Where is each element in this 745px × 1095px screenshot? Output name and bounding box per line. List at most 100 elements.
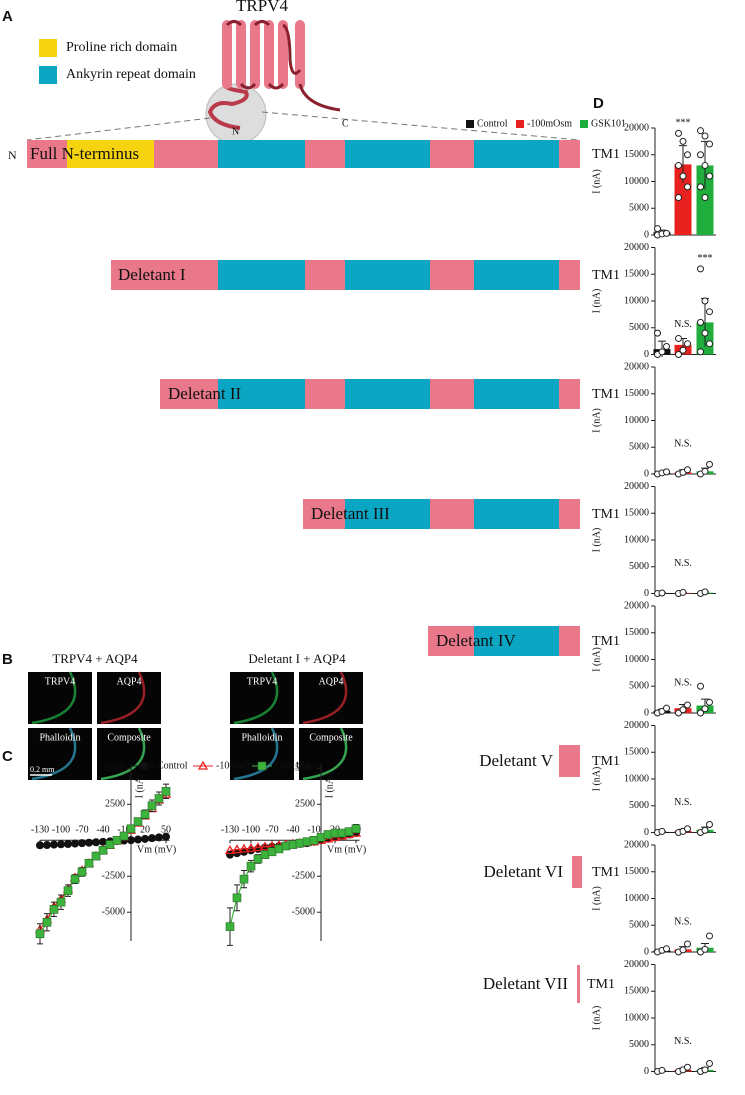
significance: N.S.	[674, 438, 692, 449]
legend-label: -100mOsm	[216, 760, 261, 771]
domain-segment	[303, 499, 345, 529]
domain-segment	[218, 140, 305, 168]
data-point	[706, 1059, 713, 1067]
data-point	[663, 342, 670, 350]
data-point	[675, 334, 682, 342]
y-tick-label: 10000	[624, 295, 649, 306]
legend-label: GSK101	[591, 118, 626, 129]
iv-legend: Control -100mOsm GSK101	[134, 760, 310, 771]
y-tick-label: 10000	[624, 534, 649, 545]
domain-segment	[572, 856, 582, 888]
y-tick-label: 20000	[624, 959, 649, 970]
x-tick-label: -70	[265, 825, 278, 836]
n-loop	[207, 82, 249, 130]
domain-segment	[474, 260, 559, 290]
data-point	[679, 172, 687, 180]
y-tick-label: 15000	[624, 627, 649, 638]
marker	[162, 832, 170, 841]
data-point	[701, 329, 709, 337]
cell-edge	[31, 671, 77, 725]
domain-segment	[474, 379, 559, 409]
domain-segment	[428, 626, 474, 656]
y-tick-label: 20000	[624, 481, 649, 492]
iv-chart: -5000 -2500 2500 5000 -130-100 -70 -40 -10 20 50 I…	[31, 763, 176, 945]
y-axis-label: I (nA)	[591, 886, 602, 911]
data-point	[679, 588, 687, 596]
domain-segment	[559, 140, 580, 168]
domain-segment	[559, 745, 580, 777]
y-axis-label: I (nA)	[591, 408, 602, 433]
scale-bar-label: 0.2 mm	[30, 765, 55, 774]
legend-label: -100mOsm	[527, 118, 572, 129]
marker	[43, 841, 51, 850]
data-point	[675, 161, 682, 169]
y-tick-label: 10000	[624, 415, 649, 426]
bar-chart: 0 5000 10000 15000 20000 I (nA) N.S.	[591, 481, 716, 599]
panel-label: C	[2, 748, 13, 765]
images: TRPV4 + AQP4 TRPV4 AQP4 Phalloidin Composite…	[28, 651, 363, 781]
helices	[222, 20, 305, 89]
marker	[140, 810, 150, 819]
domain-segment	[559, 379, 580, 409]
marker	[50, 840, 58, 849]
marker	[161, 787, 171, 796]
data-point	[701, 945, 709, 953]
data-point	[706, 340, 713, 348]
domain-segment	[559, 626, 580, 656]
data-point	[697, 127, 704, 135]
legend-swatch	[516, 120, 524, 128]
marker	[98, 846, 108, 855]
data-point	[663, 704, 670, 712]
y-tick-label: 5000	[629, 800, 649, 811]
significance: N.S.	[674, 558, 692, 569]
cell-edge	[233, 727, 279, 781]
y-tick-label: 15000	[624, 866, 649, 877]
marker	[231, 844, 243, 854]
tm1-label: TM1	[592, 865, 620, 880]
zoom-line	[261, 111, 581, 141]
y-tick-label: 20000	[624, 361, 649, 372]
data-point	[675, 129, 682, 137]
panel-label: A	[2, 8, 13, 25]
domain-segment	[345, 140, 430, 168]
marker	[85, 838, 93, 847]
data-point	[706, 172, 713, 180]
bar	[674, 164, 692, 235]
marker	[140, 762, 148, 770]
marker	[246, 861, 256, 871]
y-tick-label: 20000	[624, 600, 649, 611]
image-label: Phalloidin	[39, 732, 80, 743]
legend-label: Control	[477, 118, 508, 129]
marker	[226, 850, 234, 859]
y-tick-label: 15000	[624, 986, 649, 997]
tm1-label: TM1	[592, 387, 620, 402]
image-group-title: Deletant I + AQP4	[248, 651, 346, 666]
construct-name: Deletant VI	[484, 862, 564, 881]
tm1-label: TM1	[592, 634, 620, 649]
data-point	[706, 698, 713, 706]
data-point	[658, 589, 666, 597]
y-axis-label: I (nA)	[591, 647, 602, 672]
construct-name: Deletant I	[118, 265, 186, 284]
data-point	[706, 820, 713, 828]
marker	[351, 824, 361, 834]
domain-segment	[345, 499, 430, 529]
marker	[127, 836, 135, 845]
marker	[70, 874, 80, 884]
marker	[91, 851, 101, 861]
image-label: TRPV4	[247, 676, 278, 687]
zoom-line	[26, 117, 211, 141]
data-point	[706, 932, 713, 940]
cell-edge	[100, 727, 146, 781]
protein-name: TRPV4	[236, 0, 288, 15]
cell-edge	[302, 727, 348, 781]
significance: N.S.	[674, 797, 692, 808]
marker	[134, 835, 142, 844]
y-tick-label: 15000	[624, 508, 649, 519]
y-axis-label: I (nA)	[324, 774, 335, 799]
domain-segment	[111, 260, 218, 290]
marker	[154, 794, 164, 803]
data-point	[675, 351, 682, 358]
data-point	[658, 348, 666, 356]
